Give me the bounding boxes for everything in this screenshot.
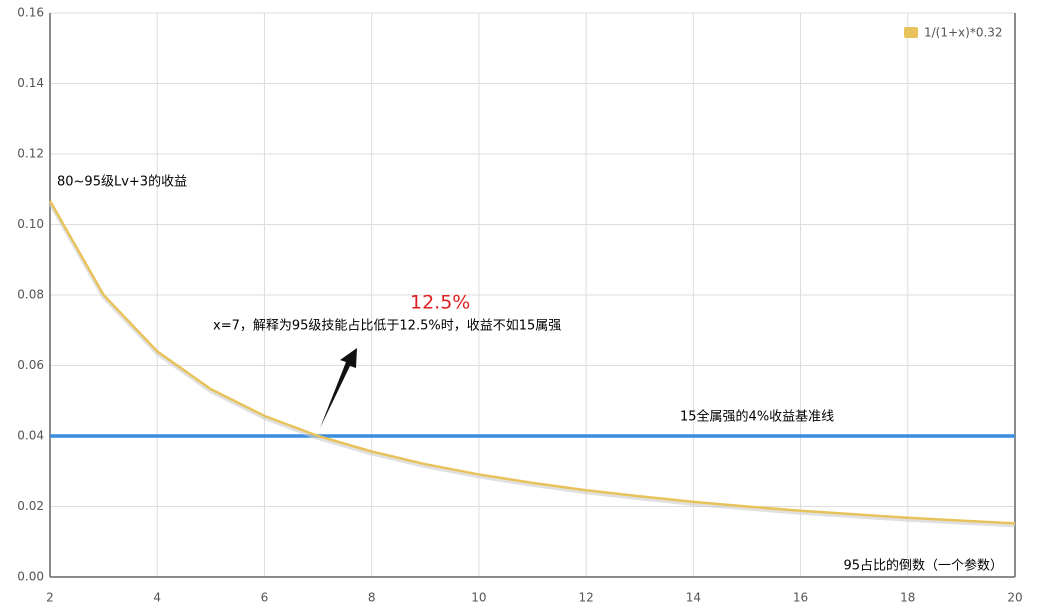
y-tick-label: 0.00 [17,570,44,584]
x-tick-label: 4 [153,591,161,605]
line-shadow [48,201,1016,528]
y-tick-label: 0.10 [17,217,44,231]
x-tick-label: 12 [578,591,593,605]
annotation-highlight: 12.5% [410,292,470,314]
y-tick-label: 0.04 [17,429,44,443]
y-tick-label: 0.14 [17,76,44,90]
y-tick-label: 0.12 [17,147,44,161]
x-tick-label: 2 [46,591,54,605]
y-tick-label: 0.16 [17,6,44,20]
series-line [48,200,1016,525]
x-tick-label: 8 [368,591,376,605]
x-tick-label: 6 [261,591,269,605]
y-tick-label: 0.08 [17,288,44,302]
legend-label: 1/(1+x)*0.32 [924,26,1003,40]
x-tick-label: 16 [793,591,808,605]
y-tick-label: 0.02 [17,499,44,513]
x-tick-label: 20 [1007,591,1022,605]
legend-swatch [904,27,918,38]
annotation: 80~95级Lv+3的收益 [57,174,187,190]
x-axis-label: 95占比的倒数（一个参数） [843,558,1003,574]
arrow [320,348,357,428]
x-tick-label: 18 [900,591,915,605]
x-tick-label: 10 [471,591,486,605]
x-tick-label: 14 [686,591,701,605]
y-tick-label: 0.06 [17,358,44,372]
baseline-label: 15全属强的4%收益基准线 [680,409,834,425]
annotation: x=7，解释为95级技能占比低于12.5%时，收益不如15属强 [213,318,561,334]
